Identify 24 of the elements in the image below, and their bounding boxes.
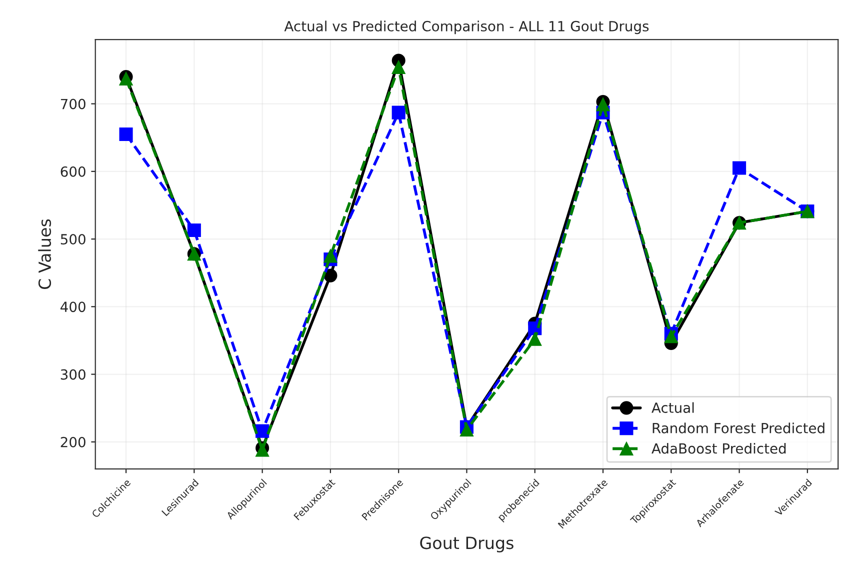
y-tick-label: 700 <box>60 98 86 110</box>
point <box>596 98 610 112</box>
point <box>392 60 406 74</box>
y-tick-label: 400 <box>60 302 86 312</box>
y-tick-label: 500 <box>60 234 86 245</box>
y-tick-label: 300 <box>60 369 86 380</box>
point <box>528 332 542 346</box>
y-axis-title: C Values <box>38 219 52 290</box>
legend-label: Random Forest Predicted <box>652 422 824 434</box>
point <box>119 127 133 141</box>
legend-label: Actual <box>652 402 694 413</box>
y-tick-label: 600 <box>60 166 86 177</box>
x-axis-title: Gout Drugs <box>420 536 514 552</box>
point <box>119 72 133 86</box>
point <box>324 249 338 263</box>
point <box>187 223 201 238</box>
chart-title: Actual vs Predicted Comparison - ALL 11 Gout Drugs <box>284 20 649 34</box>
point <box>324 268 338 282</box>
point <box>460 422 474 436</box>
point <box>664 330 678 344</box>
y-tick-label: 200 <box>60 436 86 448</box>
point <box>732 161 746 175</box>
legend-label: AdaBoost Predicted <box>652 443 786 454</box>
point <box>392 106 406 120</box>
